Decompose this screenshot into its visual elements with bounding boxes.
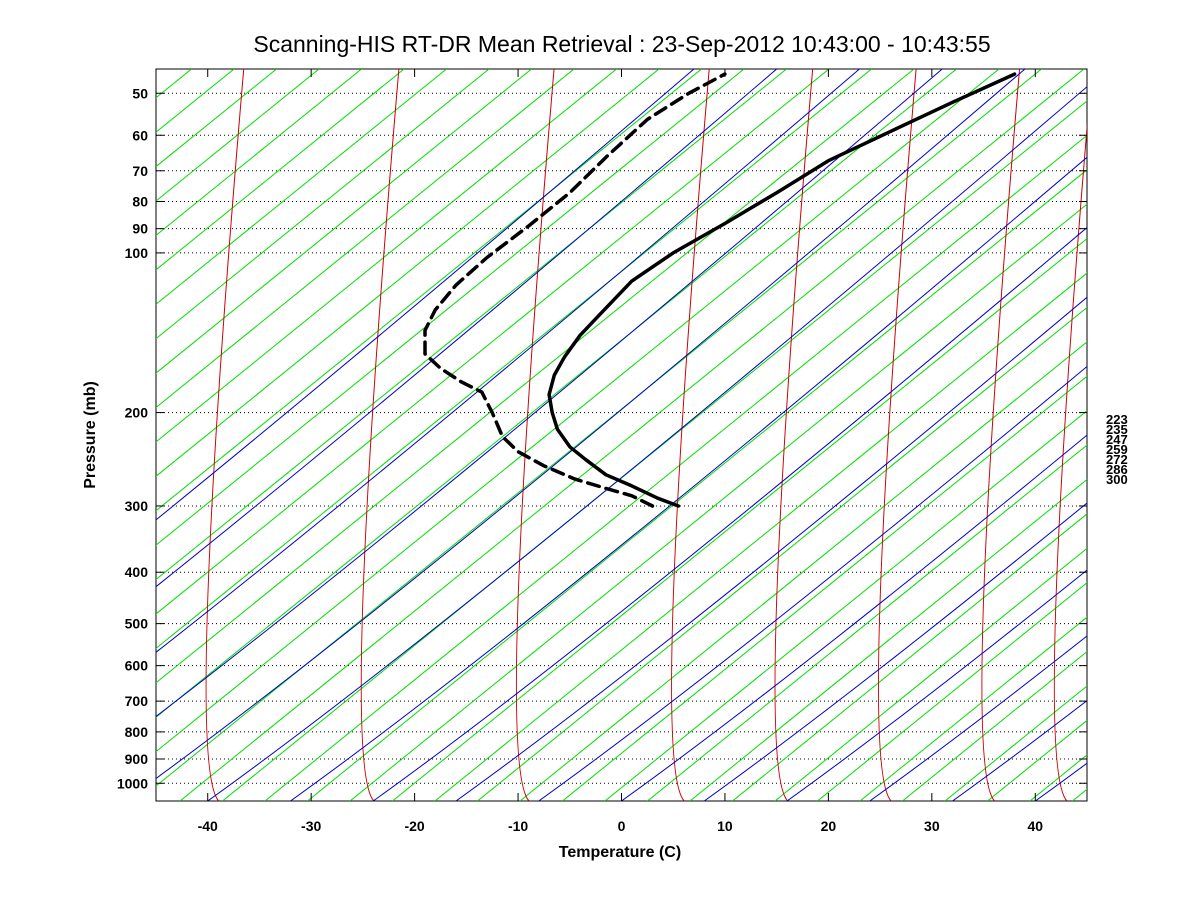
x-tick-label: -20 <box>404 818 424 834</box>
x-tick-label: 40 <box>1027 818 1043 834</box>
y-tick-label: 200 <box>125 405 149 421</box>
y-tick-label: 800 <box>125 724 149 740</box>
y-tick-label: 300 <box>125 498 149 514</box>
isotherm-line <box>1158 69 1200 801</box>
dry-adiabat-line <box>1178 69 1200 801</box>
y-tick-label: 50 <box>132 85 148 101</box>
y-tick-label: 80 <box>132 194 148 210</box>
isotherm-line <box>0 69 149 801</box>
y-tick-label: 60 <box>132 127 148 143</box>
chart-title: Scanning-HIS RT-DR Mean Retrieval : 23-S… <box>253 31 990 57</box>
isotherm-line <box>0 69 22 801</box>
y-tick-label: 500 <box>125 616 149 632</box>
skewt-chart: Scanning-HIS RT-DR Mean Retrieval : 23-S… <box>0 0 1200 900</box>
y-axis-label: Pressure (mb) <box>82 381 99 489</box>
x-tick-label: -30 <box>301 818 321 834</box>
moist-adiabat-line <box>1118 69 1200 801</box>
x-tick-label: 0 <box>618 818 626 834</box>
y-tick-label: 400 <box>125 564 149 580</box>
x-tick-label: -10 <box>508 818 528 834</box>
x-axis-label: Temperature (C) <box>559 844 681 861</box>
y-tick-label: 70 <box>132 163 148 179</box>
x-tick-label: 30 <box>924 818 940 834</box>
plot-frame <box>156 69 1087 801</box>
isotherm-line <box>0 69 64 801</box>
y-tick-label: 90 <box>132 221 148 237</box>
y-tick-label: 700 <box>125 693 149 709</box>
y-tick-label: 100 <box>125 245 149 261</box>
x-tick-label: 20 <box>821 818 837 834</box>
x-tick-label: -40 <box>198 818 218 834</box>
side-label: 300 <box>1106 472 1128 487</box>
y-tick-label: 600 <box>125 658 149 674</box>
isotherm-line <box>1115 69 1200 801</box>
x-tick-label: 10 <box>717 818 733 834</box>
isotherm-line <box>1073 69 1200 801</box>
y-tick-label: 1000 <box>117 775 148 791</box>
y-tick-label: 900 <box>125 751 149 767</box>
